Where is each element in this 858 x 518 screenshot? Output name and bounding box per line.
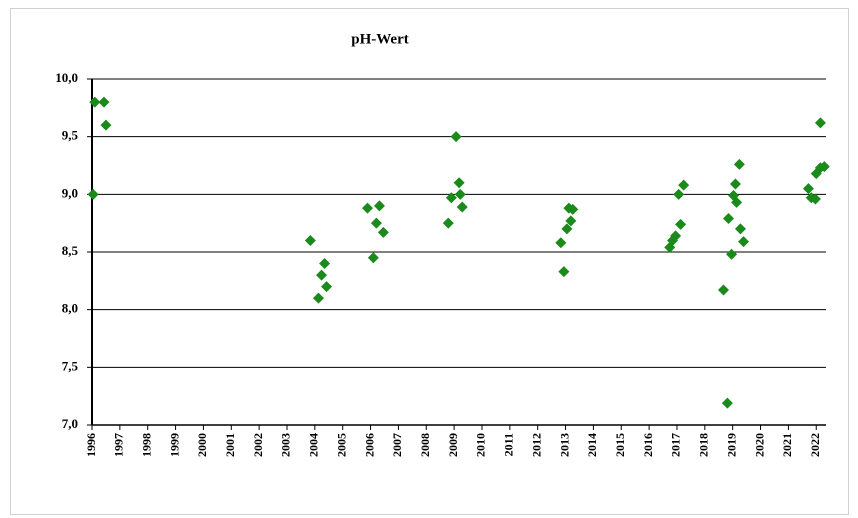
- point: [555, 237, 567, 249]
- point: [565, 215, 577, 227]
- point: [312, 292, 324, 304]
- y-tick-label: 8,0: [62, 301, 78, 316]
- y-tick-label: 9,5: [62, 128, 79, 143]
- point: [377, 226, 389, 238]
- x-tick-label: 2018: [697, 433, 711, 457]
- point: [367, 252, 379, 264]
- x-tick-label: 2012: [529, 433, 543, 457]
- x-tick-label: 2011: [502, 433, 516, 456]
- point: [316, 269, 328, 281]
- x-tick-label: 2001: [223, 433, 237, 457]
- point: [731, 196, 743, 208]
- x-tick-label: 2019: [724, 433, 738, 457]
- point: [675, 218, 687, 230]
- point: [733, 158, 745, 170]
- x-tick-label: 1997: [112, 433, 126, 457]
- x-tick-label: 1996: [84, 433, 98, 457]
- x-tick-label: 2000: [195, 433, 209, 457]
- x-tick-label: 2003: [279, 433, 293, 457]
- point: [558, 266, 570, 278]
- point: [98, 96, 110, 108]
- x-tick-label: 2022: [808, 433, 822, 457]
- point: [361, 202, 373, 214]
- point: [729, 178, 741, 190]
- point: [723, 213, 735, 225]
- point: [304, 234, 316, 246]
- point: [442, 217, 454, 229]
- point: [450, 131, 462, 143]
- point: [717, 284, 729, 296]
- y-tick-label: 7,0: [62, 416, 78, 431]
- point: [814, 117, 826, 129]
- point: [567, 203, 579, 215]
- point: [319, 258, 331, 270]
- x-tick-label: 2017: [669, 433, 683, 457]
- x-tick-label: 2021: [780, 433, 794, 457]
- point: [561, 223, 573, 235]
- point: [456, 201, 468, 213]
- x-tick-label: 2016: [641, 433, 655, 457]
- x-tick-label: 2010: [474, 433, 488, 457]
- x-tick-label: 2002: [251, 433, 265, 457]
- y-tick-label: 9,0: [62, 185, 78, 200]
- x-tick-label: 2004: [307, 433, 321, 457]
- point: [670, 230, 682, 242]
- point: [454, 188, 466, 200]
- point: [87, 188, 99, 200]
- x-tick-label: 2007: [390, 433, 404, 457]
- point: [453, 177, 465, 189]
- point: [673, 188, 685, 200]
- x-tick-label: 1998: [139, 433, 153, 457]
- point: [734, 223, 746, 235]
- point: [100, 119, 112, 131]
- x-tick-label: 2009: [446, 433, 460, 457]
- point: [809, 193, 821, 205]
- point: [726, 248, 738, 260]
- x-tick-label: 1999: [167, 433, 181, 457]
- chart-title: pH-Wert: [351, 31, 409, 47]
- point: [802, 183, 814, 195]
- point: [370, 217, 382, 229]
- point: [738, 236, 750, 248]
- point: [721, 397, 733, 409]
- point: [818, 161, 830, 173]
- point: [321, 281, 333, 293]
- point: [373, 200, 385, 212]
- x-tick-label: 2020: [752, 433, 766, 457]
- y-tick-label: 10,0: [55, 70, 78, 85]
- point: [89, 96, 101, 108]
- y-tick-label: 7,5: [62, 358, 79, 373]
- x-tick-label: 2005: [334, 433, 348, 457]
- point: [445, 192, 457, 204]
- y-tick-label: 8,5: [62, 243, 79, 258]
- x-tick-label: 2015: [613, 433, 627, 457]
- x-tick-label: 2014: [585, 433, 599, 457]
- x-tick-label: 2008: [418, 433, 432, 457]
- x-tick-label: 2013: [557, 433, 571, 457]
- frame: [10, 8, 849, 515]
- x-tick-label: 2006: [362, 433, 376, 457]
- point: [678, 179, 690, 191]
